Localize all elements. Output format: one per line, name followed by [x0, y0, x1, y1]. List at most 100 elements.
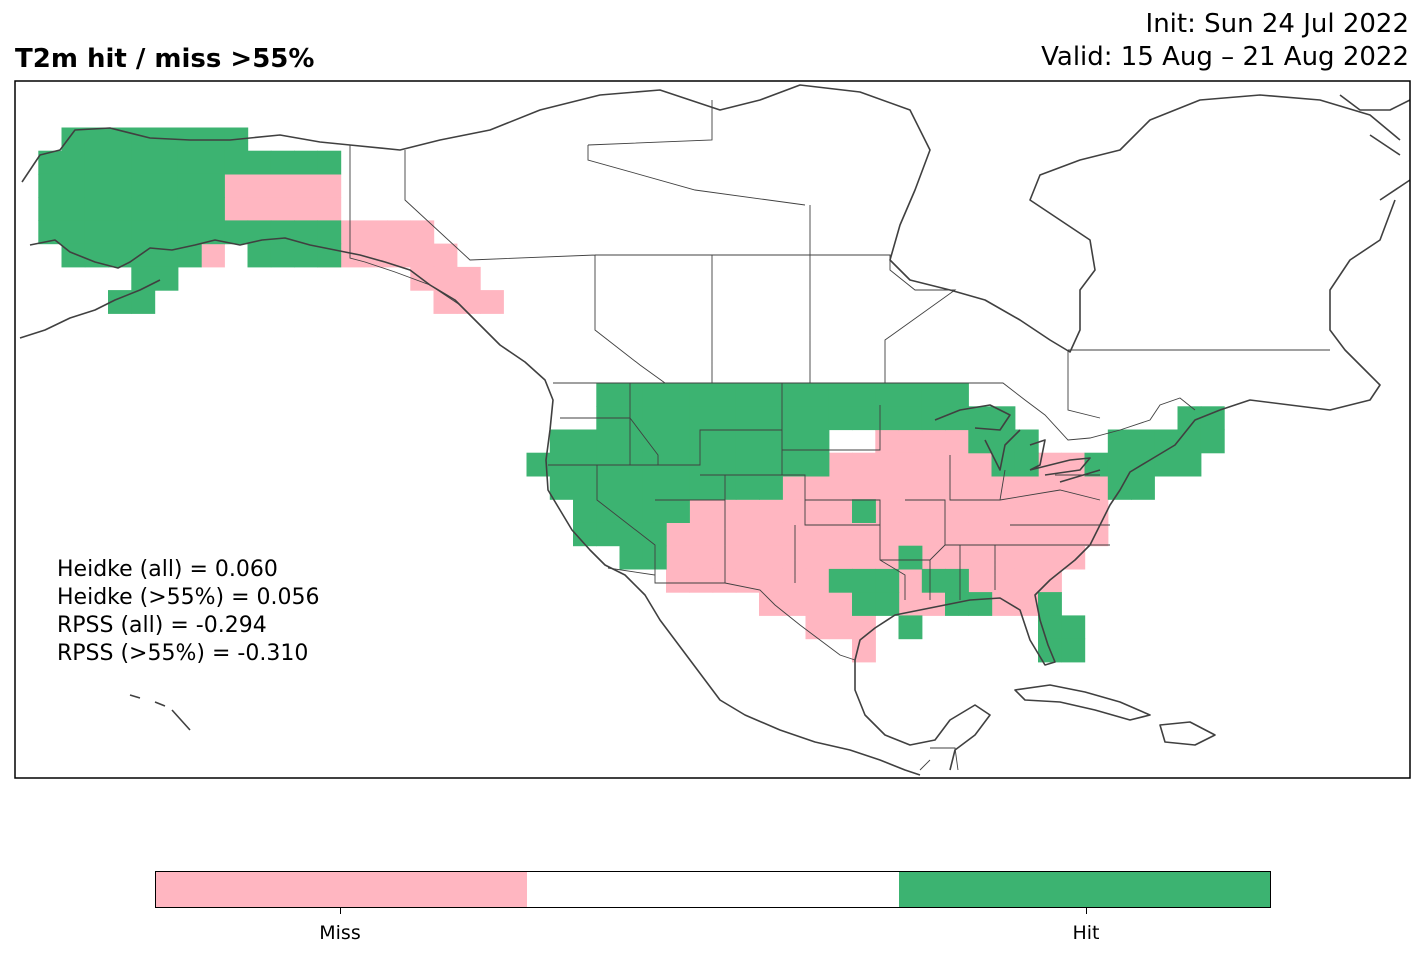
- hit-cell: [108, 220, 132, 245]
- hit-cell: [317, 150, 342, 175]
- hit-cell: [526, 452, 551, 477]
- miss-cell: [921, 545, 946, 570]
- miss-cell: [782, 592, 807, 616]
- hit-cell: [596, 476, 621, 500]
- hit-cell: [61, 220, 86, 245]
- hit-cell: [619, 499, 644, 523]
- hit-cell: [898, 383, 923, 407]
- miss-cell: [921, 499, 946, 523]
- miss-cell: [968, 499, 993, 523]
- hit-cell: [247, 243, 272, 268]
- hit-cell: [898, 406, 923, 431]
- hit-cell: [642, 499, 667, 523]
- miss-cell: [805, 615, 830, 640]
- miss-cell: [828, 499, 853, 523]
- hit-cell: [759, 406, 783, 431]
- hit-cell: [991, 406, 1016, 431]
- coastline-hispaniola: [1159, 721, 1216, 746]
- miss-cell: [433, 290, 458, 314]
- hit-cell: [852, 592, 876, 616]
- hit-cell: [1061, 615, 1086, 640]
- hit-cell: [689, 476, 714, 500]
- hit-cell: [177, 150, 202, 175]
- miss-cell: [201, 243, 225, 268]
- miss-cell: [1014, 545, 1039, 570]
- miss-cell: [340, 243, 365, 268]
- miss-cell: [968, 452, 993, 477]
- hit-cell: [619, 522, 644, 547]
- miss-cell: [294, 197, 318, 221]
- miss-cell: [805, 568, 830, 593]
- hit-cell: [828, 383, 853, 407]
- hit-cell: [38, 150, 63, 175]
- hit-cell: [177, 243, 202, 268]
- miss-cell: [875, 545, 900, 570]
- hit-cell: [805, 452, 830, 477]
- hit-cell: [596, 522, 621, 547]
- hit-cell: [154, 173, 179, 198]
- miss-cell: [1014, 568, 1039, 593]
- hit-cell: [712, 452, 737, 477]
- hit-cell: [642, 476, 667, 500]
- miss-cell: [317, 197, 342, 221]
- miss-cell: [782, 568, 807, 593]
- hit-cell: [759, 476, 783, 500]
- miss-cell: [828, 545, 853, 570]
- hit-cell: [270, 220, 295, 245]
- miss-cell: [828, 615, 853, 640]
- miss-cell: [666, 522, 690, 547]
- miss-cell: [782, 476, 807, 500]
- miss-cell: [875, 522, 900, 547]
- miss-cell: [968, 545, 993, 570]
- border-us-mexico: [607, 567, 856, 661]
- miss-cell: [410, 243, 435, 268]
- hit-cell: [991, 452, 1016, 477]
- hit-cell: [828, 568, 853, 593]
- miss-cell: [410, 220, 435, 245]
- hit-cell: [619, 545, 644, 570]
- miss-cell: [945, 476, 969, 500]
- miss-cell: [666, 545, 690, 570]
- hit-cell: [38, 173, 63, 198]
- miss-cell: [921, 429, 946, 454]
- hit-cell: [224, 150, 249, 175]
- hit-cell: [735, 429, 760, 454]
- hit-cell: [131, 243, 156, 268]
- miss-cell: [1038, 499, 1062, 523]
- border-canada-provinces: [404, 100, 1330, 419]
- hit-cell: [782, 383, 807, 407]
- hit-cell: [131, 150, 156, 175]
- hit-cell: [759, 452, 783, 477]
- miss-cell: [689, 545, 714, 570]
- miss-cell: [689, 499, 714, 523]
- miss-cell: [991, 476, 1016, 500]
- miss-cell: [712, 568, 737, 593]
- miss-cell: [363, 243, 388, 268]
- hit-cell: [921, 568, 946, 593]
- miss-cell: [340, 220, 365, 245]
- hit-cell: [596, 383, 621, 407]
- miss-cell: [317, 173, 342, 198]
- coastline-west: [21, 127, 921, 776]
- hit-cell: [852, 568, 876, 593]
- hit-cell: [270, 150, 295, 175]
- hit-cell: [201, 197, 225, 221]
- hit-cell: [131, 266, 156, 291]
- miss-cell: [1061, 476, 1086, 500]
- hit-cell: [921, 406, 946, 431]
- miss-cell: [921, 522, 946, 547]
- hit-cell: [875, 406, 900, 431]
- hit-cell: [666, 499, 690, 523]
- hit-cell: [1107, 476, 1132, 500]
- miss-cell: [759, 545, 783, 570]
- miss-cell: [480, 290, 504, 314]
- hit-cell: [689, 429, 714, 454]
- hit-cell: [1038, 592, 1062, 616]
- colorbar-tick-miss: [340, 908, 341, 914]
- coastline-hawaii: [129, 694, 191, 731]
- coastline-great-lakes: [934, 404, 1101, 483]
- hit-cell: [875, 592, 900, 616]
- hit-cell: [154, 197, 179, 221]
- miss-cell: [689, 522, 714, 547]
- miss-cell: [1014, 499, 1039, 523]
